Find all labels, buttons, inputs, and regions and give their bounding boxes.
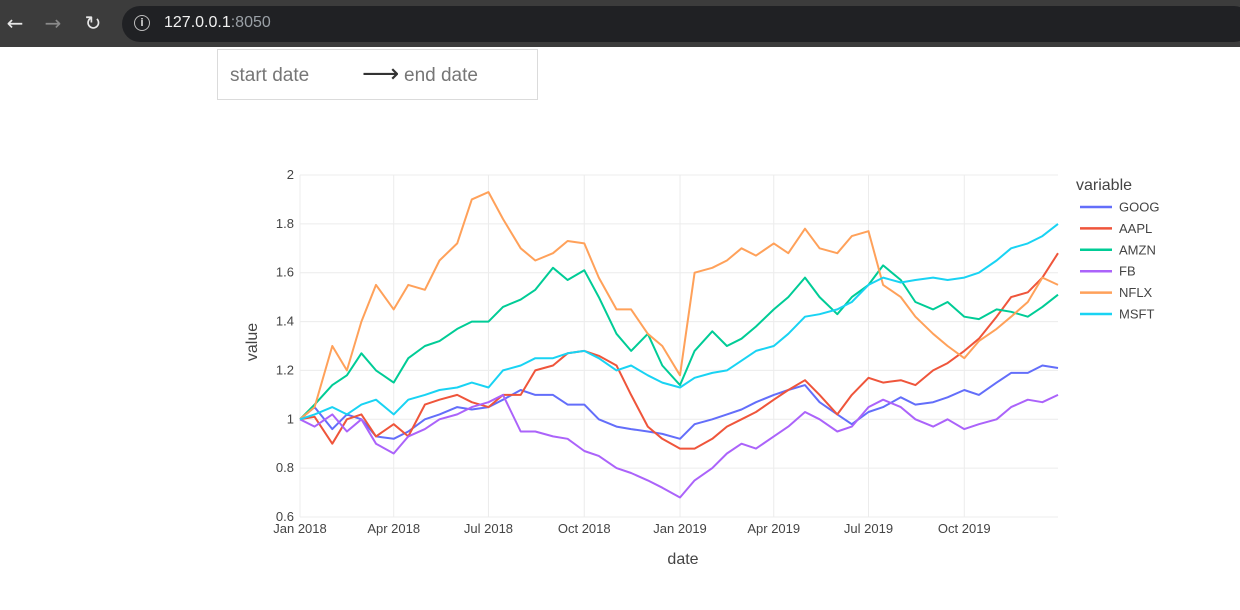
end-date-input[interactable]: end date [404,65,478,86]
legend-item-msft: MSFT [1119,307,1154,322]
legend-item-goog: GOOG [1119,200,1159,215]
y-tick-label: 2 [287,167,294,182]
y-tick-label: 1.6 [276,265,294,280]
x-tick-label: Oct 2018 [558,521,611,536]
legend-item-aapl: AAPL [1119,221,1152,236]
date-range-picker[interactable]: start date ⟶ end date [217,49,538,100]
series-line-msft [299,223,1059,421]
y-axis-label: value [244,323,261,361]
legend-item-amzn: AMZN [1119,242,1156,257]
reload-icon[interactable]: ↻ [84,11,102,35]
series-line-amzn [299,264,1059,421]
legend: variable GOOG AAPL AMZN FB NFLX MSFT [1076,177,1159,322]
y-tick-label: 1 [287,411,294,426]
address-bar[interactable]: i 127.0.0.1:8050 [122,6,1240,42]
arrow-right-icon[interactable]: → [44,11,62,35]
y-tick-labels: 0.6 0.8 1 1.2 1.4 1.6 1.8 2 [276,167,294,524]
x-tick-label: Jul 2018 [464,521,513,536]
x-axis-label: date [667,551,698,568]
legend-item-fb: FB [1119,264,1136,279]
series-lines [299,191,1059,499]
url-host: 127.0.0.1 [164,14,231,31]
x-tick-label: Apr 2019 [747,521,800,536]
x-tick-labels: Jan 2018 Apr 2018 Jul 2018 Oct 2018 Jan 2019… [273,521,990,536]
legend-item-nflx: NFLX [1119,285,1153,300]
legend-title: variable [1076,177,1132,194]
x-tick-label: Jan 2018 [273,521,327,536]
url-text[interactable]: 127.0.0.1:8050 [164,14,271,32]
y-tick-label: 1.2 [276,362,294,377]
y-tick-label: 1.4 [276,314,294,329]
series-line-aapl [299,252,1059,450]
arrow-right-icon: ⟶ [362,59,400,89]
url-port: :8050 [230,14,271,31]
y-tick-label: 0.6 [276,509,294,524]
browser-toolbar: ← → ↻ i 127.0.0.1:8050 [0,0,1240,47]
start-date-input[interactable]: start date [230,65,310,86]
x-tick-label: Oct 2019 [938,521,991,536]
arrow-left-icon[interactable]: ← [6,11,24,35]
series-line-nflx [299,191,1059,421]
grid-lines [299,174,1058,518]
info-icon[interactable]: i [134,15,150,31]
x-tick-label: Jan 2019 [653,521,707,536]
y-tick-label: 1.8 [276,216,294,231]
x-tick-label: Apr 2018 [367,521,420,536]
y-tick-label: 0.8 [276,460,294,475]
series-line-goog [299,364,1059,440]
series-line-fb [299,393,1059,499]
x-tick-label: Jul 2019 [844,521,893,536]
